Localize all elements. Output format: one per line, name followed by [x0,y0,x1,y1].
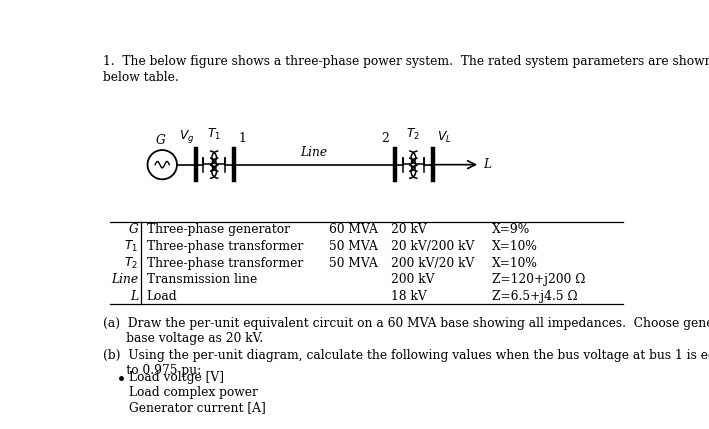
Text: Z̅=6.5+j4.5 Ω: Z̅=6.5+j4.5 Ω [491,290,577,302]
Text: Three-phase transformer: Three-phase transformer [147,240,303,253]
Text: 20 kV/200 kV: 20 kV/200 kV [391,240,474,253]
Text: Load: Load [147,290,177,302]
Text: 18 kV: 18 kV [391,290,427,302]
Text: $T_2$: $T_2$ [406,127,420,142]
Text: L: L [483,158,491,171]
Text: 50 MVA: 50 MVA [329,240,378,253]
Text: 2: 2 [381,132,389,145]
Text: 50 MVA: 50 MVA [329,257,378,269]
Text: to 0.975 pu:: to 0.975 pu: [103,364,201,377]
Text: Z̅=120+j200 Ω: Z̅=120+j200 Ω [491,273,585,286]
Text: G: G [128,224,138,236]
Text: $T_1$: $T_1$ [207,127,221,142]
Text: $V_L$: $V_L$ [437,130,452,145]
Text: X=10%: X=10% [491,257,537,269]
Text: 20 kV: 20 kV [391,224,427,236]
Text: Load complex power: Load complex power [129,386,258,399]
Text: 1: 1 [238,132,246,145]
Text: Line: Line [111,273,138,286]
Text: Line: Line [301,146,328,159]
Text: X=10%: X=10% [491,240,537,253]
Text: $T_2$: $T_2$ [124,256,138,271]
Text: base voltage as 20 kV.: base voltage as 20 kV. [103,332,263,345]
Text: (a)  Draw the per-unit equivalent circuit on a 60 MVA base showing all impedance: (a) Draw the per-unit equivalent circuit… [103,317,709,330]
Text: Three-phase transformer: Three-phase transformer [147,257,303,269]
Text: $T_1$: $T_1$ [124,239,138,254]
Text: 200 kV: 200 kV [391,273,435,286]
Text: 1.  The below figure shows a three-phase power system.  The rated system paramet: 1. The below figure shows a three-phase … [103,55,709,68]
Text: Load voltge [V]: Load voltge [V] [129,371,224,384]
Text: 200 kV/20 kV: 200 kV/20 kV [391,257,474,269]
Text: Generator current [A]: Generator current [A] [129,401,266,414]
Text: L: L [130,290,138,302]
Text: (b)  Using the per-unit diagram, calculate the following values when the bus vol: (b) Using the per-unit diagram, calculat… [103,349,709,362]
Text: Transmission line: Transmission line [147,273,257,286]
Text: X=9%: X=9% [491,224,530,236]
Text: $V_g$: $V_g$ [179,128,194,145]
Text: below table.: below table. [103,71,179,84]
Text: Three-phase generator: Three-phase generator [147,224,290,236]
Text: 60 MVA: 60 MVA [329,224,378,236]
Text: G: G [156,134,166,147]
